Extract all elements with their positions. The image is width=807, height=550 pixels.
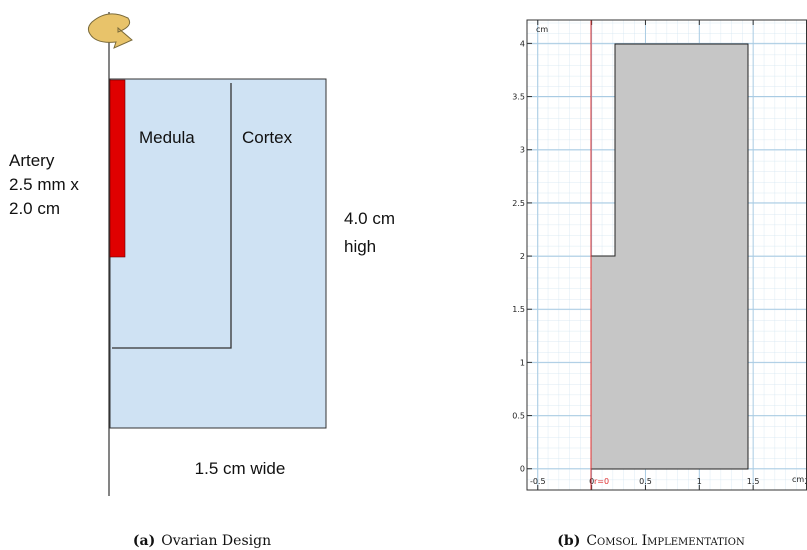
caption-tag: (a) xyxy=(133,533,155,549)
y-tick-label: 0.5 xyxy=(512,412,525,421)
figure: Medula Cortex Artery 2.5 mm x 2.0 cm 4.0… xyxy=(0,0,807,550)
y-tick-label: 1.5 xyxy=(512,305,525,314)
x-tick-label: -0.5 xyxy=(530,477,546,486)
artery-label: 2.0 cm xyxy=(9,199,60,218)
caption-text: Comsol Implementation xyxy=(586,533,745,549)
x-tick-label: 1 xyxy=(697,477,702,486)
height-label: high xyxy=(344,237,376,256)
y-tick-label: 2 xyxy=(520,252,525,261)
y-tick-label: 0 xyxy=(520,465,525,474)
artery-label: Artery xyxy=(9,151,55,170)
y-tick-label: 3.5 xyxy=(512,93,525,102)
caption-tag: (b) xyxy=(557,533,580,549)
panel-b: -0.500.511.5200.511.522.533.54 r=0 cm cm… xyxy=(512,20,807,549)
caption: (b) Comsol Implementation xyxy=(557,533,745,549)
x-tick-label: 1.5 xyxy=(747,477,760,486)
domain xyxy=(591,44,748,469)
medula-label: Medula xyxy=(139,128,195,147)
width-label: 1.5 cm wide xyxy=(195,459,286,478)
caption-text: Ovarian Design xyxy=(161,533,271,549)
artery-label: 2.5 mm x xyxy=(9,175,79,194)
unit-label: cm xyxy=(536,25,548,34)
y-tick-label: 1 xyxy=(520,358,525,367)
axis-label: r=0 xyxy=(594,477,609,486)
y-tick-label: 2.5 xyxy=(512,199,525,208)
cortex-label: Cortex xyxy=(242,128,293,147)
rotation-icon xyxy=(88,14,132,48)
artery-region xyxy=(110,80,125,257)
panel-a: Medula Cortex Artery 2.5 mm x 2.0 cm 4.0… xyxy=(9,12,395,549)
y-tick-label: 4 xyxy=(520,39,525,48)
unit-label: cm xyxy=(792,475,804,484)
caption: (a) Ovarian Design xyxy=(133,533,271,549)
x-tick-label: 0.5 xyxy=(639,477,652,486)
y-tick-label: 3 xyxy=(520,146,525,155)
height-label: 4.0 cm xyxy=(344,209,395,228)
